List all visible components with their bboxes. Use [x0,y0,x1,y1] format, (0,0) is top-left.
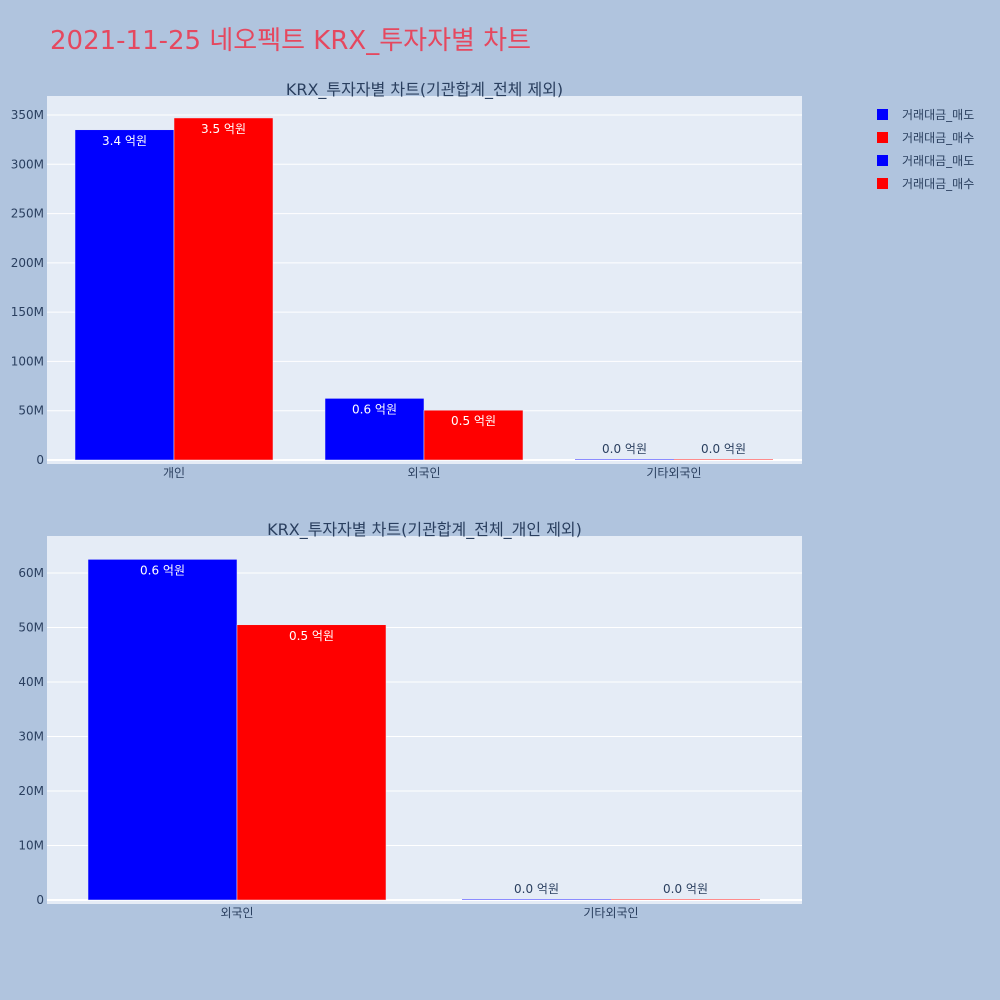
x-tick-label: 외국인 [407,466,440,480]
legend-swatch [877,155,888,166]
x-tick-label: 기타외국인 [646,466,701,480]
chart-title: KRX_투자자별 차트(기관합계_전체 제외) [286,80,563,100]
chart-2: 0 10M 20M 30M 40M 50M 60M KRX_투자자별 차트(기관합계_전체_개… [18,520,802,920]
bar-거래대금_매도 [87,559,238,901]
bar-data-label: 0.0 억원 [602,442,647,456]
page-title: 2021-11-25 네오펙트 KRX_투자자별 차트 [50,26,531,56]
bar-거래대금_매수 [236,624,387,901]
y-tick-label: 10M [18,839,44,853]
legend-swatch [877,132,888,143]
y-tick-label: 60M [18,566,44,580]
x-tick-label: 개인 [163,466,185,480]
chart-title: KRX_투자자별 차트(기관합계_전체_개인 제외) [267,520,582,540]
y-tick-label: 200M [11,256,44,270]
y-tick-label: 0 [36,453,44,467]
bar-거래대금_매도 [324,398,425,461]
bar-data-label: 3.4 억원 [102,134,147,148]
bar-data-label: 3.5 억원 [201,122,246,136]
bar-data-label: 0.5 억원 [289,629,334,643]
x-tick-label: 외국인 [220,906,253,920]
y-tick-label: 30M [18,730,44,744]
y-tick-label: 40M [18,675,44,689]
bar-거래대금_매수 [423,409,524,461]
bar-거래대금_매도 [74,129,175,461]
legend-label: 거래대금_매도 [902,154,974,168]
y-tick-label: 0 [36,893,44,907]
legend-label: 거래대금_매도 [902,108,974,122]
bar-data-label: 0.5 억원 [451,414,496,428]
bar-data-label: 0.0 억원 [514,882,559,896]
bar-data-label: 0.0 억원 [663,882,708,896]
bar-거래대금_매수 [173,117,274,461]
y-tick-label: 250M [11,207,44,221]
bar-data-label: 0.0 억원 [701,442,746,456]
bar-data-label: 0.6 억원 [140,563,185,577]
legend-label: 거래대금_매수 [902,131,974,145]
chart-1: 0 50M 100M 150M 200M 250M 300M 350M KRX_투자자별 차트(… [11,80,802,480]
x-tick-label: 기타외국인 [583,906,638,920]
y-tick-label: 50M [18,621,44,635]
y-tick-label: 300M [11,157,44,171]
bar-data-label: 0.6 억원 [352,402,397,416]
y-tick-label: 350M [11,108,44,122]
y-tick-label: 20M [18,784,44,798]
y-tick-label: 50M [18,404,44,418]
legend-label: 거래대금_매수 [902,177,974,191]
legend-swatch [877,109,888,120]
y-tick-label: 100M [11,354,44,368]
y-tick-label: 150M [11,305,44,319]
legend-swatch [877,178,888,189]
